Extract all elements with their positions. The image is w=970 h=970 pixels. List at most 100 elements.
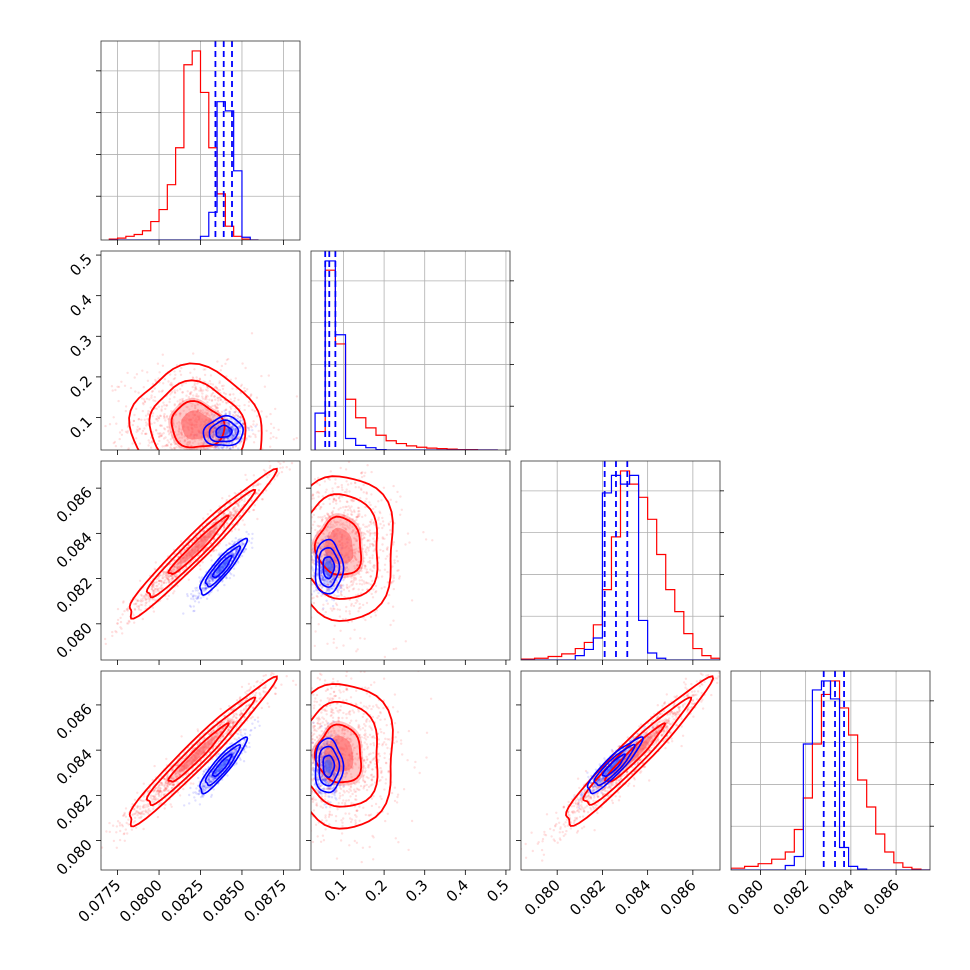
scatter-point-red [173, 457, 175, 459]
scatter-point-red [190, 464, 192, 466]
scatter-point-blue [234, 552, 237, 555]
scatter-point-blue [217, 446, 220, 449]
scatter-point-red [202, 469, 204, 471]
scatter-point-blue [230, 441, 234, 444]
scatter-point-blue [234, 429, 237, 432]
scatter-point-red [120, 380, 123, 383]
scatter-point-red [236, 458, 238, 460]
scatter-point-red [336, 581, 339, 584]
scatter-point-blue [247, 540, 251, 543]
scatter-point-red [205, 527, 208, 530]
scatter-point-red [373, 611, 377, 614]
scatter-point-blue [203, 589, 206, 592]
scatter-point-red [321, 585, 324, 588]
scatter-point-blue [228, 553, 231, 556]
scatter-point-red [134, 602, 137, 606]
scatter-point-red [116, 622, 119, 625]
scatter-point-blue [197, 597, 200, 600]
scatter-point-red [209, 474, 211, 476]
scatter-point-red [194, 455, 196, 457]
scatter-point-blue [238, 543, 241, 546]
scatter-content [104, 332, 299, 476]
scatter-point-red [297, 609, 299, 611]
histogram-panel-3: 0.080 0.082 0.084 0.086 [724, 670, 934, 919]
scatter-point-red [220, 410, 224, 414]
scatter-point-red [113, 440, 117, 444]
contour-red [128, 362, 263, 450]
scatter-point-red [353, 519, 356, 523]
scatter-point-red [135, 428, 139, 431]
scatter-point-red [335, 523, 338, 526]
scatter-point-blue [207, 583, 211, 586]
scatter-point-red [165, 404, 169, 407]
scatter-point-red [394, 647, 398, 650]
scatter-point-red [267, 560, 269, 562]
scatter-point-blue [320, 568, 323, 571]
scatter-point-red [172, 419, 175, 422]
scatter-point-blue [216, 432, 219, 435]
scatter-point-red [229, 393, 232, 396]
scatter-point-red [290, 462, 294, 465]
tick-label: 0.5 [66, 250, 96, 280]
scatter-point-red [243, 523, 246, 526]
scatter-point-red [170, 577, 174, 580]
scatter-point-blue [236, 422, 239, 425]
scatter-point-red [345, 488, 348, 491]
scatter-point-red [319, 506, 322, 509]
scatter-point-red [340, 594, 343, 597]
scatter-point-red [349, 509, 352, 512]
scatter-point-blue [231, 425, 234, 429]
scatter-point-red [146, 422, 149, 426]
scatter-point-red [344, 453, 346, 455]
scatter-point-red [111, 389, 114, 392]
scatter-point-red [207, 409, 210, 413]
scatter-point-blue [201, 587, 205, 590]
scatter-point-red [171, 390, 174, 393]
scatter-point-red [228, 393, 231, 396]
scatter-point-blue [234, 433, 237, 436]
scatter-point-red [233, 514, 236, 517]
histogram-panel-0 [96, 40, 301, 245]
scatter-point-red [399, 513, 402, 516]
scatter-point-blue [216, 589, 219, 592]
scatter-point-red [351, 499, 354, 502]
scatter-point-red [164, 466, 166, 468]
scatter-point-red [353, 555, 356, 558]
scatter-point-red [222, 391, 226, 395]
scatter-point-red [211, 404, 214, 408]
scatter-point-red [250, 426, 253, 429]
scatter-point-blue [313, 590, 316, 593]
scatter-point-red [365, 551, 368, 554]
scatter-point-red [294, 596, 296, 598]
scatter-point-blue [211, 434, 214, 438]
scatter-point-red [359, 637, 362, 640]
scatter-point-red [225, 458, 227, 460]
scatter-point-red [283, 605, 285, 607]
scatter-point-red [219, 398, 222, 402]
scatter-point-red [176, 584, 179, 588]
scatter-point-red [117, 399, 120, 403]
scatter-point-red [174, 469, 176, 471]
scatter-point-red [339, 466, 342, 470]
scatter-point-red [357, 610, 360, 613]
scatter-point-red [353, 567, 357, 570]
scatter-point-red [126, 622, 129, 625]
scatter-point-red [353, 551, 357, 555]
scatter-point-red [271, 557, 273, 559]
scatter-point-red [316, 524, 319, 527]
scatter-point-red [166, 577, 170, 581]
scatter-point-red [329, 582, 332, 585]
scatter-point-blue [191, 594, 194, 598]
scatter-point-red [237, 503, 240, 507]
scatter-point-red [272, 456, 274, 458]
scatter-point-red [141, 402, 145, 405]
scatter-point-red [160, 585, 163, 588]
scatter-point-red [186, 390, 189, 393]
scatter-point-blue [233, 540, 237, 544]
scatter-point-red [177, 430, 181, 434]
scatter-point-red [327, 531, 331, 535]
scatter-point-red [357, 588, 360, 591]
scatter-point-red [323, 523, 326, 527]
scatter-point-red [369, 568, 372, 571]
scatter-point-red [342, 588, 346, 591]
